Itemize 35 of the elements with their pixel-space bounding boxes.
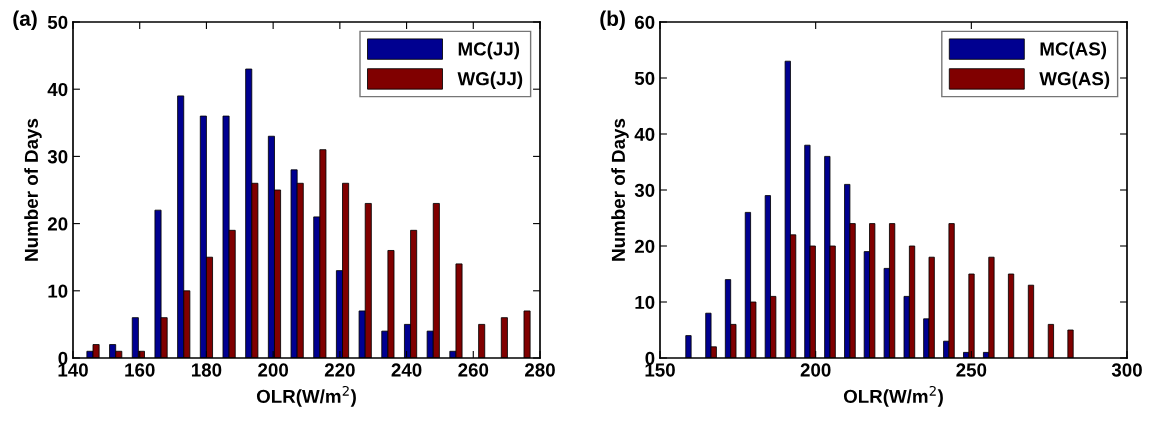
- x-axis-title: OLR(W/m$^{2}$): [256, 385, 356, 407]
- y-tick-label: 30: [634, 183, 655, 197]
- x-tick-label: 300: [1111, 363, 1142, 377]
- y-tick-label: 10: [635, 295, 655, 309]
- legend-label: MC(AS): [1040, 41, 1107, 60]
- x-tick-label: 150: [645, 363, 675, 377]
- y-axis-title: Number of Days: [611, 118, 629, 261]
- x-tick-label: 140: [58, 363, 88, 377]
- y-tick-label: 30: [47, 150, 68, 164]
- x-axis-title: OLR(W/m$^{2}$): [843, 385, 943, 407]
- x-tick-label: 200: [800, 363, 831, 377]
- y-tick-label: 50: [47, 15, 68, 29]
- y-tick-label: 40: [47, 82, 68, 97]
- legend-label: WG(AS): [1039, 71, 1110, 90]
- x-tick-label: 240: [391, 363, 422, 377]
- chart-title: (a): [13, 10, 37, 31]
- y-tick-label: 40: [634, 127, 655, 141]
- x-tick-label: 200: [258, 363, 289, 377]
- y-tick-label: 10: [48, 284, 68, 298]
- legend-label: WG(JJ): [457, 71, 523, 90]
- y-tick-label: 20: [47, 217, 68, 231]
- chart-title: (b): [600, 10, 625, 31]
- x-tick-label: 180: [191, 363, 222, 377]
- y-tick-label: 0: [58, 351, 68, 365]
- y-tick-label: 50: [634, 71, 655, 85]
- x-tick-label: 250: [956, 363, 987, 377]
- x-tick-label: 260: [458, 363, 489, 377]
- y-tick-label: 60: [634, 15, 655, 29]
- legend-label: MC(JJ): [458, 41, 520, 60]
- y-axis-title: Number of Days: [24, 118, 42, 261]
- x-tick-label: 280: [525, 363, 555, 377]
- y-tick-label: 0: [645, 351, 655, 365]
- x-tick-label: 160: [125, 363, 155, 377]
- x-tick-label: 220: [324, 363, 355, 377]
- y-tick-label: 20: [634, 239, 655, 253]
